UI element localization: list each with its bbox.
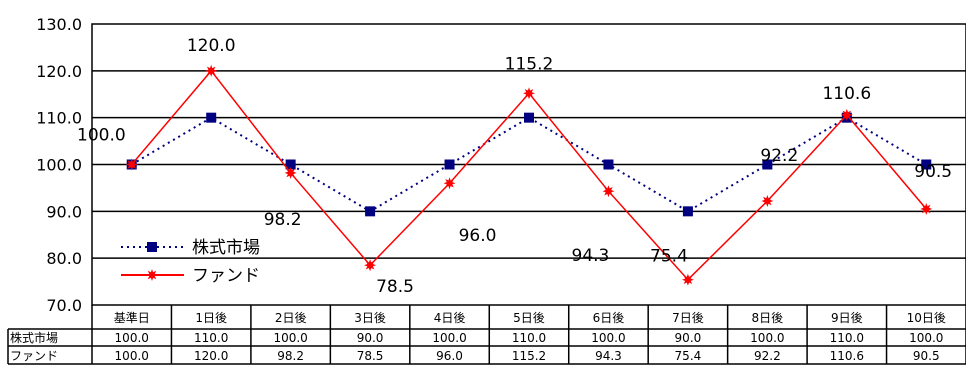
table-cell: 120.0 bbox=[194, 349, 228, 363]
point-marker bbox=[840, 108, 853, 121]
x-tick-label: 2日後 bbox=[275, 311, 307, 325]
x-tick-label: 4日後 bbox=[434, 311, 466, 325]
legend-marker bbox=[147, 242, 157, 252]
point-marker bbox=[364, 259, 377, 272]
y-tick-label: 120.0 bbox=[36, 62, 82, 81]
data-label: 96.0 bbox=[459, 226, 497, 246]
data-label: 115.2 bbox=[505, 54, 554, 74]
series-line-0 bbox=[131, 116, 927, 213]
x-tick-label: 基準日 bbox=[114, 310, 150, 325]
x-tick-label: 6日後 bbox=[593, 311, 625, 325]
x-tick-label: 1日後 bbox=[195, 311, 227, 325]
x-tick-label: 7日後 bbox=[672, 311, 704, 325]
table-cell: 98.2 bbox=[277, 349, 304, 363]
table-row-header: 株式市場 bbox=[10, 330, 58, 345]
data-label: 110.6 bbox=[822, 84, 871, 104]
table-cell: 75.4 bbox=[675, 349, 702, 363]
point-marker bbox=[761, 195, 774, 207]
data-label: 90.5 bbox=[914, 162, 952, 182]
y-tick-label: 80.0 bbox=[46, 249, 82, 268]
point-marker bbox=[284, 166, 297, 179]
y-axis-ticks: 70.0 80.0 90.0 100.0 110.0 120.0 130.0 bbox=[36, 15, 82, 315]
table-cell: 90.0 bbox=[357, 331, 384, 345]
y-tick-label: 70.0 bbox=[46, 296, 82, 315]
legend-marker bbox=[146, 269, 158, 281]
point-marker bbox=[681, 273, 694, 286]
point-marker bbox=[682, 206, 693, 217]
table-cell: 90.0 bbox=[675, 331, 702, 345]
table-cell: 96.0 bbox=[436, 349, 463, 363]
data-label: 75.4 bbox=[650, 247, 688, 267]
table-cell: 92.2 bbox=[754, 349, 781, 363]
data-label: 100.0 bbox=[77, 126, 126, 146]
point-marker bbox=[205, 64, 218, 77]
x-tick-label: 8日後 bbox=[752, 311, 784, 325]
table-cell: 100.0 bbox=[909, 331, 943, 345]
table-cell: 110.0 bbox=[194, 331, 228, 345]
point-marker bbox=[206, 112, 217, 123]
table-cell: 115.2 bbox=[512, 349, 546, 363]
point-marker bbox=[603, 159, 614, 170]
point-marker bbox=[602, 185, 615, 198]
point-marker bbox=[125, 158, 138, 171]
table-cell: 94.3 bbox=[595, 349, 622, 363]
point-marker bbox=[285, 159, 296, 170]
table-cell: 100.0 bbox=[432, 331, 466, 345]
data-labels: 100.0 120.0 98.2 78.5 96.0 115.2 94.3 75.4 92.2 1… bbox=[77, 36, 952, 297]
data-label: 94.3 bbox=[572, 246, 610, 266]
table-cell: 100.0 bbox=[591, 331, 625, 345]
table-cell: 78.5 bbox=[357, 349, 384, 363]
table-cell: 100.0 bbox=[115, 331, 149, 345]
legend-label: 株式市場 bbox=[192, 238, 260, 258]
point-marker bbox=[523, 87, 535, 100]
point-marker bbox=[762, 159, 773, 170]
series-lines bbox=[125, 64, 933, 286]
x-tick-label: 3日後 bbox=[354, 311, 386, 325]
x-tick-label: 5日後 bbox=[513, 311, 545, 325]
x-tick-label: 9日後 bbox=[831, 311, 863, 325]
table-cell: 100.0 bbox=[750, 331, 784, 345]
y-tick-label: 100.0 bbox=[36, 156, 82, 175]
data-label: 78.5 bbox=[376, 277, 414, 297]
point-marker bbox=[920, 203, 933, 215]
table-row-header: ファンド bbox=[10, 349, 58, 363]
y-tick-label: 110.0 bbox=[36, 109, 82, 128]
point-marker bbox=[524, 112, 534, 123]
y-tick-label: 90.0 bbox=[46, 202, 82, 221]
x-tick-label: 10日後 bbox=[907, 311, 946, 325]
point-marker bbox=[444, 159, 455, 170]
y-tick-label: 130.0 bbox=[36, 15, 82, 34]
table-cell: 110.0 bbox=[512, 331, 546, 345]
table-cell: 100.0 bbox=[115, 349, 149, 363]
data-label: 92.2 bbox=[760, 146, 798, 166]
point-marker bbox=[921, 159, 932, 170]
point-marker bbox=[365, 206, 376, 217]
data-label: 120.0 bbox=[187, 36, 236, 56]
table-cell: 110.0 bbox=[830, 331, 864, 345]
data-label: 98.2 bbox=[264, 210, 302, 230]
legend-label: ファンド bbox=[192, 266, 260, 286]
table-cell: 90.5 bbox=[913, 349, 940, 363]
table-cell: 100.0 bbox=[273, 331, 307, 345]
point-marker bbox=[443, 177, 456, 190]
table-cell: 110.6 bbox=[830, 349, 864, 363]
